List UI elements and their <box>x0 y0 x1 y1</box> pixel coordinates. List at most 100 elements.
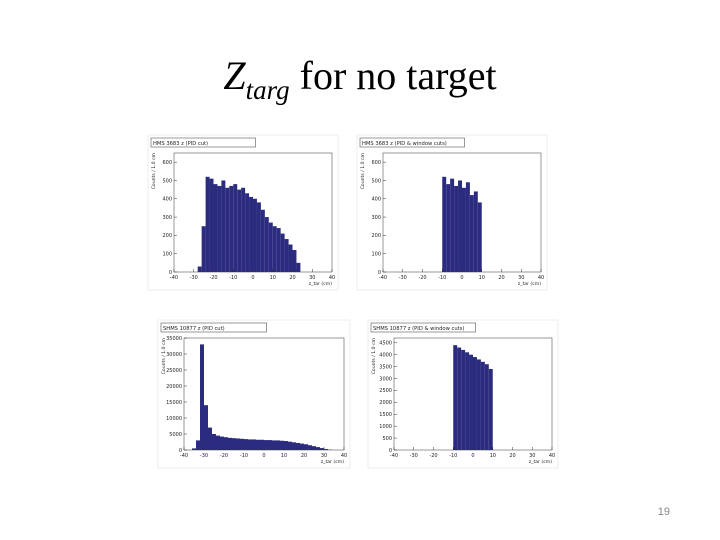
x-axis-label: z_tar (cm) <box>321 459 344 465</box>
bar <box>292 442 296 450</box>
bar <box>220 436 224 450</box>
chart-title: SHMS 10877 z (PID cut) <box>163 326 225 332</box>
x-tick-label: -30 <box>190 275 198 281</box>
bar <box>312 446 316 450</box>
y-axis-label: Counts / 1.0 cm <box>360 152 366 189</box>
y-tick-label: 500 <box>162 178 172 184</box>
title-rest: for no target <box>299 53 497 98</box>
bar <box>488 368 493 450</box>
y-tick-label: 600 <box>371 160 381 166</box>
y-tick-label: 300 <box>162 215 172 221</box>
bar <box>260 209 265 272</box>
x-tick-label: 0 <box>262 453 265 459</box>
bar <box>225 187 230 272</box>
bar <box>204 405 208 450</box>
bar <box>216 435 220 450</box>
x-tick-label: 40 <box>329 275 335 281</box>
bar <box>249 196 253 272</box>
bar <box>229 185 234 272</box>
bar <box>260 439 264 450</box>
x-tick-label: 30 <box>518 275 524 281</box>
y-axis-label: Counts / 1.0 cm <box>161 337 167 374</box>
bar <box>296 442 300 450</box>
x-tick-label: 0 <box>460 275 463 281</box>
x-tick-label: 0 <box>471 453 474 459</box>
bar <box>264 440 268 450</box>
bar <box>248 439 252 450</box>
y-tick-label: 3500 <box>379 364 392 370</box>
y-tick-label: 30000 <box>166 352 182 358</box>
x-tick-label: -20 <box>220 453 228 459</box>
y-tick-label: 3000 <box>379 376 392 382</box>
title-box <box>370 322 476 333</box>
x-tick-label: -10 <box>229 275 237 281</box>
bar <box>473 357 477 450</box>
bar <box>469 354 473 450</box>
y-tick-label: 400 <box>162 197 172 203</box>
page-number: 19 <box>657 506 670 518</box>
bar <box>292 250 297 272</box>
x-tick-label: -40 <box>180 453 188 459</box>
bar <box>296 262 301 272</box>
y-tick-label: 25000 <box>166 368 182 374</box>
x-tick-label: 10 <box>490 453 496 459</box>
title-box <box>359 137 465 148</box>
bar <box>458 180 462 272</box>
x-tick-label: -30 <box>410 453 418 459</box>
bar <box>236 438 240 450</box>
chart-title: SHMS 10877 z (PID & window cuts) <box>373 326 464 332</box>
bar <box>241 187 246 272</box>
bar <box>476 359 481 450</box>
y-tick-label: 0 <box>169 270 172 276</box>
x-axis-label: z_tar (cm) <box>529 459 552 465</box>
x-tick-label: 30 <box>321 453 327 459</box>
x-tick-label: -10 <box>449 453 457 459</box>
y-tick-label: 300 <box>371 215 381 221</box>
bar <box>237 189 242 272</box>
x-tick-label: 30 <box>529 453 535 459</box>
y-tick-label: 0 <box>389 448 392 454</box>
bar <box>280 440 284 450</box>
title-sub: targ <box>245 75 290 105</box>
y-tick-label: 100 <box>371 251 381 257</box>
y-tick-label: 400 <box>371 197 381 203</box>
x-axis-label: z_tar (cm) <box>518 281 541 287</box>
x-axis-label: z_tar (cm) <box>309 281 332 287</box>
y-tick-label: 1500 <box>379 412 392 418</box>
x-tick-label: -40 <box>379 275 387 281</box>
y-tick-label: 2000 <box>379 400 392 406</box>
x-tick-label: 10 <box>479 275 485 281</box>
bar <box>200 344 204 450</box>
title-box <box>160 322 267 333</box>
bar <box>256 439 260 450</box>
x-tick-label: -10 <box>438 275 446 281</box>
bar <box>469 195 474 272</box>
bar <box>208 427 212 450</box>
x-tick-label: 40 <box>549 453 555 459</box>
y-tick-label: 100 <box>162 251 172 257</box>
chart-title: HMS 3683 z (PID cut) <box>153 141 208 147</box>
y-tick-label: 1000 <box>379 424 392 430</box>
bar <box>213 184 218 272</box>
x-tick-label: -40 <box>390 453 398 459</box>
bar <box>245 193 250 272</box>
y-tick-label: 20000 <box>166 384 182 390</box>
bar <box>453 345 458 450</box>
bar <box>197 266 202 272</box>
bar <box>256 202 261 272</box>
bar <box>192 448 196 450</box>
y-tick-label: 4500 <box>379 341 392 347</box>
x-tick-label: 20 <box>509 453 515 459</box>
bar <box>480 361 485 450</box>
bar <box>462 187 466 272</box>
bar <box>224 437 228 450</box>
x-tick-label: -20 <box>209 275 217 281</box>
bar <box>320 448 324 450</box>
bar <box>288 441 292 450</box>
bar <box>212 434 216 450</box>
bar <box>272 440 276 450</box>
y-tick-label: 15000 <box>166 400 182 406</box>
y-tick-label: 5000 <box>169 432 182 438</box>
x-tick-label: 40 <box>341 453 347 459</box>
